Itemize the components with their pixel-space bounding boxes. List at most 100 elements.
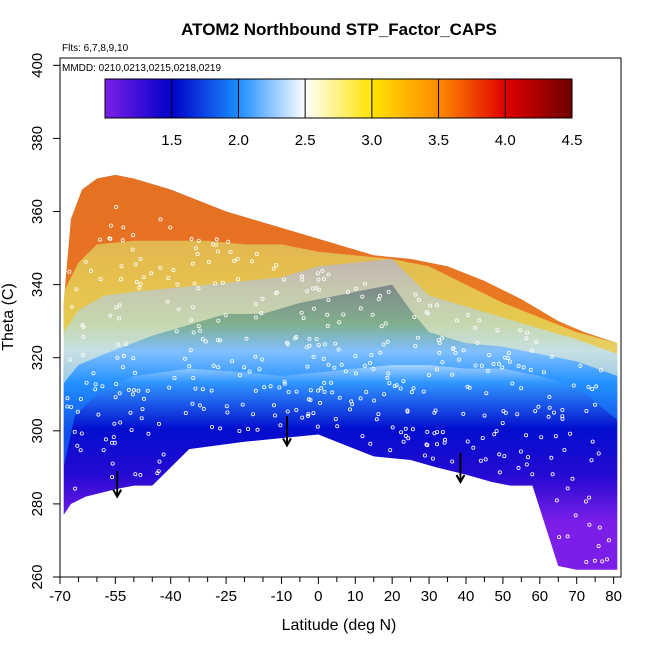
sample-point: [174, 329, 179, 334]
sample-point: [120, 238, 125, 243]
sample-point: [437, 350, 442, 355]
sample-point: [245, 426, 250, 431]
sample-point: [606, 538, 611, 543]
sample-point: [166, 276, 171, 281]
sample-point: [341, 312, 346, 317]
sample-point: [316, 388, 321, 393]
sample-point: [374, 417, 379, 422]
sample-point: [196, 286, 201, 291]
sample-point: [165, 299, 170, 304]
sample-point: [130, 247, 135, 252]
sample-point: [260, 296, 265, 301]
sample-point: [200, 337, 205, 342]
sample-point: [584, 408, 589, 413]
sample-point: [386, 289, 391, 294]
colorbar-tick-label: 4.5: [562, 132, 583, 149]
sample-point: [387, 381, 392, 386]
sample-point: [131, 233, 136, 238]
sample-point: [149, 271, 154, 276]
sample-point: [271, 266, 276, 271]
x-tick-label: 70: [568, 588, 585, 605]
sample-point: [406, 436, 411, 441]
sample-point: [299, 274, 304, 279]
sample-point: [415, 335, 420, 340]
sample-point: [376, 297, 381, 302]
sample-point: [112, 421, 117, 426]
sample-point: [131, 356, 136, 361]
sample-point: [285, 409, 290, 414]
sample-point: [316, 277, 321, 282]
sample-point: [158, 265, 163, 270]
x-tick-label: -55: [105, 588, 127, 605]
sample-point: [326, 362, 331, 367]
sample-point: [235, 256, 240, 261]
sample-point: [496, 361, 501, 366]
sample-point: [560, 407, 565, 412]
sample-point: [187, 364, 192, 369]
x-axis: -70 -55 -40 -25 -10 0 10 20 30 40 50 60 70 80: [49, 577, 622, 605]
sample-point: [294, 407, 299, 412]
sample-point: [146, 431, 151, 436]
sample-point: [73, 486, 78, 491]
sample-point: [251, 412, 256, 417]
sample-point: [171, 268, 176, 273]
sample-point: [358, 396, 363, 401]
sample-point: [450, 459, 455, 464]
sample-point: [110, 474, 115, 479]
sample-point: [370, 312, 375, 317]
sample-point: [237, 428, 242, 433]
sample-point: [454, 318, 459, 323]
sample-point: [435, 303, 440, 308]
sample-point: [541, 370, 546, 375]
sample-point: [78, 396, 83, 401]
sample-point: [554, 498, 559, 503]
sample-point: [218, 426, 223, 431]
sample-point: [388, 448, 393, 453]
sample-point: [262, 385, 267, 390]
sample-point: [518, 328, 523, 333]
sample-point: [249, 259, 254, 264]
sample-point: [377, 293, 382, 298]
sample-point: [409, 390, 414, 395]
sample-point: [247, 369, 252, 374]
y-axis-label: Theta (C): [0, 283, 17, 351]
sample-point: [534, 340, 539, 345]
colorbar-tick-label: 2.5: [295, 132, 316, 149]
sample-point: [515, 412, 520, 417]
sample-point: [529, 348, 534, 353]
sample-point: [557, 535, 562, 540]
sample-point: [497, 452, 502, 457]
sample-point: [433, 408, 438, 413]
sample-point: [518, 449, 523, 454]
sample-point: [281, 277, 286, 282]
sample-point: [596, 544, 601, 549]
y-tick-label: 260: [29, 564, 46, 589]
sample-point: [305, 364, 310, 369]
sample-point: [196, 238, 201, 243]
sample-point: [93, 382, 98, 387]
sample-point: [322, 389, 327, 394]
sample-point: [547, 405, 552, 410]
sample-point: [424, 310, 429, 315]
sample-point: [421, 389, 426, 394]
sample-point: [461, 411, 466, 416]
sample-point: [311, 286, 316, 291]
sample-point: [225, 410, 230, 415]
sample-point: [293, 336, 298, 341]
sample-point: [235, 277, 240, 282]
sample-point: [65, 404, 70, 409]
sample-point: [528, 367, 533, 372]
sample-point: [116, 342, 121, 347]
sample-point: [316, 287, 321, 292]
sample-point: [311, 354, 316, 359]
flights-note: Flts: 6,7,8,9,10: [62, 43, 129, 54]
sample-point: [502, 454, 507, 459]
sample-point: [175, 282, 180, 287]
sample-point: [562, 447, 567, 452]
sample-point: [114, 305, 119, 310]
sample-point: [110, 461, 115, 466]
sample-point: [138, 256, 143, 261]
sample-point: [440, 360, 445, 365]
sample-point: [201, 406, 206, 411]
sample-point: [101, 448, 106, 453]
